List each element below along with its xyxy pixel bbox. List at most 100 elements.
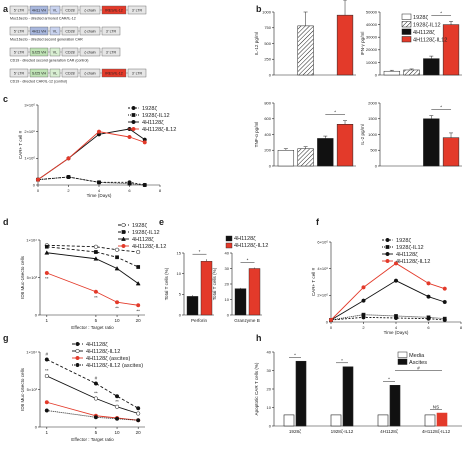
- b1-y-tick-label: 1000: [262, 9, 272, 14]
- h-y-tick-label: 40: [267, 349, 272, 354]
- panel-letter-d: d: [3, 217, 9, 227]
- bar: [297, 25, 314, 76]
- panel-letter-b: b: [256, 4, 262, 14]
- data-point: [127, 134, 132, 140]
- data-point: [131, 126, 136, 132]
- f-y-tick-label: 4×10⁶: [317, 266, 328, 271]
- construct-segment-label: IRES/IL-12: [105, 9, 123, 13]
- data-point: [136, 411, 141, 416]
- legend-label: 1928ζ-IL12: [142, 113, 170, 119]
- data-point: [121, 243, 126, 249]
- data-point: [142, 183, 147, 187]
- significance-label: *: [440, 105, 442, 110]
- construct-segment-label: ζ-chain: [84, 30, 95, 34]
- data-point: [426, 315, 431, 320]
- legend-label: 4H1128ζ (ascites): [86, 356, 130, 362]
- b4-y-tick-label: 1500: [368, 116, 378, 121]
- bar: [342, 366, 354, 427]
- data-point: [385, 237, 390, 243]
- data-point: [135, 280, 141, 286]
- significance-label: **: [115, 305, 119, 310]
- legend-label: 1928ζ: [413, 15, 428, 21]
- h-y-tick-label: 30: [267, 368, 272, 373]
- data-point: [121, 236, 126, 241]
- chart-f: 0 2×10⁶ 4×10⁶ 6×10⁶ CAR+ T cell # 0 2 4 6 8 Time (…: [311, 237, 463, 335]
- chart-b3: 0 200 400 600 800 TNF-α pg/ml *: [254, 100, 356, 168]
- construct-segment-label: SJ25 VH: [32, 51, 47, 55]
- data-point: [121, 222, 126, 228]
- bar: [186, 296, 199, 316]
- data-point: [44, 250, 50, 255]
- construct-segment-label: 5' LTR: [14, 51, 25, 55]
- data-point: [393, 261, 399, 266]
- c-x-tick-label: 2: [67, 188, 70, 193]
- chart-e2: 0 10 20 30 40 Total T cells (%) * Granzyme B 4H1…: [212, 235, 268, 323]
- h-y-axis-label: Apoptotic CAR T cells (%): [254, 362, 259, 415]
- c-y-tick-label: 0: [33, 182, 36, 187]
- data-point: [114, 404, 120, 409]
- d-x-tick-label: 20: [136, 318, 142, 323]
- significance-label: **: [45, 368, 49, 373]
- g-y-tick-label: 0: [35, 424, 38, 429]
- construct-segment-label: 5' LTR: [14, 72, 25, 76]
- b3-y-tick-label: 0: [269, 163, 272, 168]
- data-point: [44, 357, 49, 362]
- d-x-tick-label: 10: [114, 318, 120, 323]
- bar: [295, 360, 307, 427]
- construct-segment-label: 3' LTR: [132, 72, 143, 76]
- bar: [442, 24, 460, 76]
- data-point: [114, 265, 120, 271]
- data-point: [93, 381, 98, 386]
- e1-y-tick-label: 5: [179, 292, 182, 297]
- legend-label: Media: [409, 353, 425, 359]
- bar: [297, 148, 314, 167]
- construct-segment-label: 5' LTR: [14, 9, 25, 13]
- e2-y-tick-label: 40: [225, 250, 230, 255]
- b3-y-tick-label: 600: [264, 116, 271, 121]
- data-point: [44, 400, 49, 405]
- bar: [436, 412, 448, 427]
- construct-segment-label: 3' LTR: [106, 30, 117, 34]
- e2-y-tick-label: 30: [225, 266, 230, 271]
- legend-swatch: [225, 235, 233, 242]
- data-point: [361, 312, 366, 317]
- data-point: [75, 355, 80, 361]
- data-point: [75, 348, 80, 354]
- b4-y-axis-label: IL-2 pg/ml: [360, 124, 365, 144]
- f-x-tick-label: 0: [330, 325, 333, 330]
- d-y-axis-label: ID8 Muc-16ecto cells: [20, 255, 25, 299]
- c-y-axis-label: CAR+ T cell #: [18, 130, 23, 159]
- chart-g: 0 5×10³ 1×10⁴ ID8 Muc-16ecto cells 1 5 10 20 Eff…: [20, 341, 145, 442]
- significance-label: **: [94, 295, 98, 300]
- construct-label: Muc16ecto - directed armored CAR/IL-12: [10, 17, 76, 21]
- data-point: [96, 129, 102, 134]
- legend-label: 4H1128ζ: [396, 252, 418, 258]
- b1-y-tick-label: 0: [269, 72, 272, 77]
- e1-y-tick-label: 10: [177, 271, 182, 276]
- data-point: [131, 119, 136, 125]
- bar: [424, 414, 436, 427]
- bar: [277, 150, 295, 167]
- data-point: [127, 181, 132, 186]
- e2-y-axis-label: Total T cells (%): [212, 267, 217, 300]
- category-label: 1928ζ-IL12: [331, 429, 354, 435]
- bar: [403, 69, 420, 76]
- legend-label: 4H1128ζ-IL12 (ascites): [86, 363, 143, 369]
- construct-segment-label: 5' LTR: [14, 30, 25, 34]
- series-line: [46, 375, 139, 414]
- panel-letter-h: h: [256, 333, 262, 343]
- construct-segment-label: ζ-chain: [84, 9, 95, 13]
- construct-segment-label: CD28: [65, 51, 74, 55]
- bar: [200, 261, 213, 316]
- data-point: [131, 113, 136, 117]
- significance-label: **: [136, 308, 140, 313]
- c-y-tick-label: 2×10⁶: [24, 129, 35, 134]
- legend-swatch: [397, 358, 408, 365]
- legend-swatch: [401, 13, 412, 20]
- series-line: [330, 262, 445, 321]
- b3-y-axis-label: TNF-α pg/ml: [254, 122, 259, 148]
- legend-swatch: [397, 351, 408, 358]
- c-x-tick-label: 8: [159, 188, 162, 193]
- chart-e1: 0 5 10 15 Total T cells (%) * Perforin: [164, 249, 214, 323]
- b1-y-tick-label: 250: [264, 57, 271, 62]
